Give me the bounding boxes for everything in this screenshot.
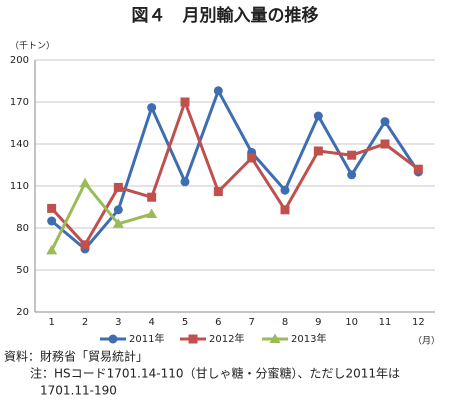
chart-title: 図４ 月別輸入量の推移 bbox=[132, 5, 319, 26]
x-tick-label: 9 bbox=[315, 317, 321, 328]
x-tick-label: 5 bbox=[182, 317, 188, 328]
x-tick-label: 1 bbox=[48, 317, 54, 328]
x-tick-label: 12 bbox=[412, 317, 425, 328]
series-line bbox=[50, 89, 420, 251]
marker bbox=[180, 97, 190, 107]
marker bbox=[180, 177, 190, 187]
marker bbox=[313, 111, 323, 121]
marker bbox=[380, 117, 390, 127]
legend-label: 2012年 bbox=[209, 332, 244, 345]
y-tick-label: 110 bbox=[10, 181, 29, 192]
marker bbox=[413, 164, 423, 174]
series-line bbox=[50, 100, 420, 247]
marker bbox=[380, 139, 390, 149]
y-tick-label: 80 bbox=[16, 223, 29, 234]
marker bbox=[213, 86, 223, 96]
x-tick-label: 8 bbox=[282, 317, 288, 328]
x-tick-label: 3 bbox=[115, 317, 121, 328]
y-tick-label: 170 bbox=[10, 97, 29, 108]
x-tick-label: 6 bbox=[215, 317, 221, 328]
y-axis-label: （千トン） bbox=[10, 41, 55, 52]
marker bbox=[146, 208, 158, 218]
legend-label: 2013年 bbox=[291, 332, 326, 345]
marker bbox=[46, 244, 58, 255]
marker bbox=[80, 240, 90, 250]
marker bbox=[347, 170, 357, 180]
marker bbox=[147, 192, 157, 202]
x-axis-label: （月） bbox=[413, 336, 440, 347]
marker bbox=[113, 205, 123, 215]
note: 注：HSコード1701.14-110（甘しゃ糖・分蜜糖）、ただし2011年は bbox=[30, 366, 400, 381]
marker bbox=[247, 153, 257, 163]
y-tick-label: 20 bbox=[16, 307, 29, 318]
marker bbox=[112, 218, 124, 228]
legend-marker bbox=[269, 333, 281, 343]
y-tick-label: 50 bbox=[16, 265, 29, 276]
series-line bbox=[50, 181, 153, 252]
x-tick-label: 4 bbox=[148, 317, 154, 328]
marker bbox=[79, 177, 91, 188]
legend-marker bbox=[108, 334, 118, 344]
legend-marker bbox=[188, 334, 198, 344]
x-tick-label: 7 bbox=[248, 317, 254, 328]
marker bbox=[313, 146, 323, 156]
x-tick-label: 2 bbox=[82, 317, 88, 328]
marker bbox=[347, 150, 357, 160]
marker bbox=[113, 182, 123, 192]
x-tick-label: 10 bbox=[345, 317, 358, 328]
marker bbox=[280, 205, 290, 215]
marker bbox=[280, 185, 290, 195]
note: 資料：財務省「貿易統計」 bbox=[4, 349, 148, 364]
note: 1701.11-190 bbox=[40, 384, 117, 398]
marker bbox=[213, 187, 223, 197]
x-tick-label: 11 bbox=[379, 317, 392, 328]
y-tick-label: 140 bbox=[10, 139, 29, 150]
y-tick-label: 200 bbox=[10, 55, 29, 66]
marker bbox=[147, 103, 157, 113]
marker bbox=[47, 216, 57, 226]
marker bbox=[47, 203, 57, 213]
legend-label: 2011年 bbox=[129, 332, 164, 345]
